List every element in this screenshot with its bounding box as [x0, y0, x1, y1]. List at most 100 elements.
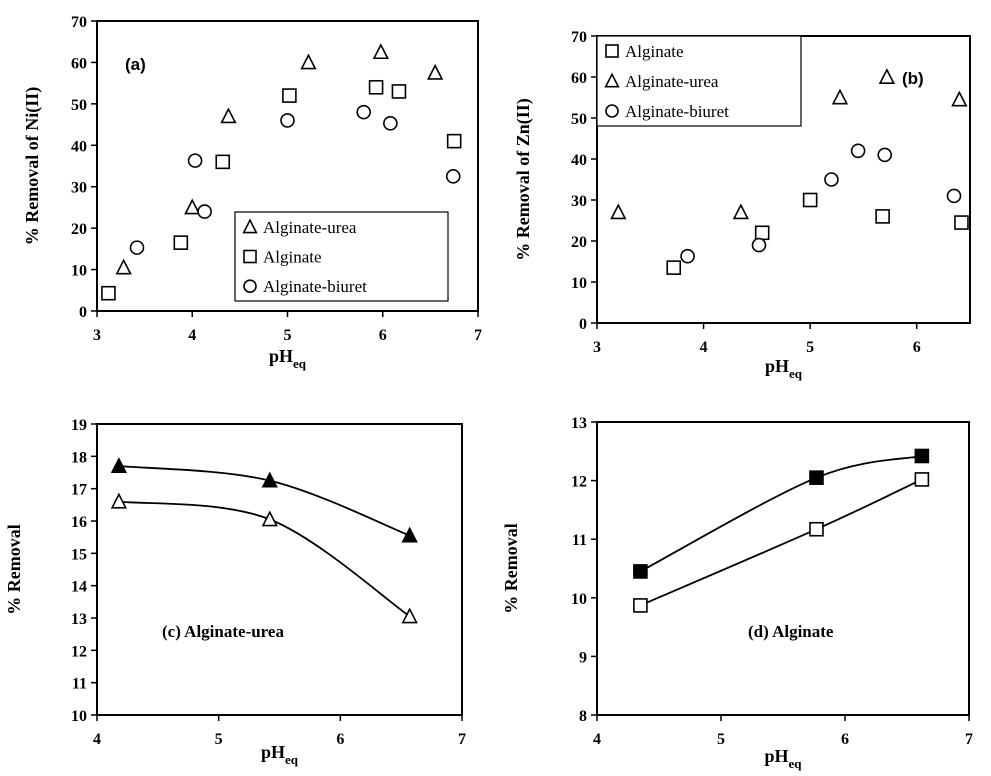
data-point-square-open [666, 260, 682, 275]
panel-label: (a) [125, 55, 146, 74]
data-point-triangle-open [220, 107, 237, 124]
data-point-square-open [391, 84, 407, 99]
data-point-square-open [368, 79, 384, 95]
legend-marker-square [243, 249, 257, 264]
data-point-circle-open [280, 113, 295, 128]
data-point-triangle-open [110, 492, 128, 509]
data-point-square-open [809, 521, 824, 537]
y-tick-label: 18 [71, 449, 87, 466]
x-axis-title-main: pH [269, 346, 293, 366]
y-tick-label: 9 [579, 649, 587, 666]
data-point-triangle-open [372, 43, 389, 60]
legend-entry-label: Alginate [263, 248, 322, 267]
y-tick-label: 17 [71, 482, 87, 499]
legend: Alginate-urea Alginate Alginate-biuret [234, 211, 449, 302]
data-point-square-filled [914, 448, 930, 464]
data-point-square-open [173, 235, 189, 250]
y-axis-title: % Removal [4, 524, 24, 614]
series-1 [610, 68, 968, 220]
x-tick-label: 3 [593, 339, 601, 356]
legend-entry-label: Alginate-urea [625, 72, 719, 91]
data-point-triangle-open [427, 63, 444, 80]
x-axis-title: pHeq [269, 346, 307, 371]
x-axis-title: pHeq [764, 746, 802, 771]
data-point-circle-open [850, 143, 866, 159]
data-point-square-filled [809, 470, 824, 485]
legend-entry-label: Alginate-urea [263, 218, 357, 237]
data-point-circle-open [824, 172, 839, 187]
data-point-square-open [282, 88, 297, 103]
x-axis-title-main: pH [261, 742, 285, 762]
y-tick-label: 20 [571, 234, 587, 251]
x-tick-label: 4 [700, 339, 708, 356]
y-tick-label: 12 [571, 474, 587, 491]
x-tick-label: 4 [93, 731, 101, 748]
x-axis-title-main: pH [764, 746, 788, 766]
x-axis-title-subscript: eq [789, 366, 803, 381]
data-point-circle-open [187, 153, 203, 168]
data-point-square-open [754, 225, 770, 241]
chart-panel-d: 8 9 10 11 12 13 4 5 6 7 pHeq % Removal (d) Alginate [501, 415, 973, 771]
y-tick-label: 0 [79, 304, 87, 321]
series-1 [101, 79, 462, 301]
legend-marker-circle [243, 279, 257, 293]
y-axis-title: % Removal of Ni(II) [22, 87, 43, 245]
y-tick-label: 11 [572, 532, 587, 549]
y-tick-label: 11 [72, 676, 87, 693]
x-axis-title: pHeq [261, 742, 299, 767]
y-axis-title: % Removal [501, 523, 521, 613]
y-tick-label: 10 [571, 275, 587, 292]
data-point-circle-open [751, 237, 767, 253]
legend-entry-label: Alginate-biuret [625, 102, 729, 121]
legend-marker-triangle [604, 72, 620, 88]
x-tick-label: 7 [965, 731, 973, 748]
data-point-circle-open [445, 169, 461, 184]
series-line-open [640, 478, 923, 607]
data-point-square-open [215, 154, 231, 170]
legend-entry-label: Alginate [625, 42, 684, 61]
x-tick-label: 7 [474, 327, 482, 344]
y-tick-label: 60 [571, 70, 587, 87]
data-point-square-open [914, 472, 930, 487]
y-tick-label: 40 [571, 152, 587, 169]
data-point-square-open [446, 133, 462, 149]
data-point-circle-open [197, 204, 212, 219]
panel-label: (d) Alginate [748, 622, 834, 641]
data-point-circle-open [129, 240, 145, 255]
data-point-triangle-filled [401, 526, 418, 543]
plot-frame [596, 421, 970, 716]
data-point-triangle-filled [110, 457, 128, 474]
data-point-square-open [954, 215, 969, 230]
x-tick-label: 6 [913, 339, 921, 356]
y-tick-label: 12 [71, 643, 87, 660]
x-tick-label: 5 [215, 731, 223, 748]
data-point-square-open [875, 209, 890, 224]
data-point-triangle-open [610, 203, 627, 220]
legend-marker-circle [605, 104, 619, 118]
x-tick-label: 4 [593, 731, 601, 748]
y-tick-label: 70 [71, 14, 87, 31]
y-tick-label: 8 [579, 708, 587, 725]
x-axis-title-subscript: eq [293, 356, 307, 371]
series-line-open [118, 500, 411, 618]
series-1 [110, 492, 418, 624]
y-tick-label: 0 [579, 316, 587, 333]
data-point-circle-open [356, 104, 372, 120]
data-point-triangle-open [300, 53, 317, 70]
data-point-triangle-open [878, 68, 896, 84]
x-tick-label: 6 [841, 731, 849, 748]
legend-entry-label: Alginate-biuret [263, 277, 367, 296]
x-tick-label: 7 [458, 731, 466, 748]
panel-label: (b) [902, 69, 924, 88]
data-point-square-open [101, 285, 116, 301]
data-point-triangle-open [831, 88, 849, 105]
legend-box [234, 211, 449, 302]
y-tick-label: 13 [71, 611, 87, 628]
data-point-triangle-open [115, 258, 132, 275]
data-point-square-filled [633, 564, 648, 579]
data-point-circle-open [680, 248, 695, 264]
series-0 [110, 457, 418, 543]
data-point-triangle-open [401, 607, 418, 624]
series-1 [633, 472, 930, 613]
